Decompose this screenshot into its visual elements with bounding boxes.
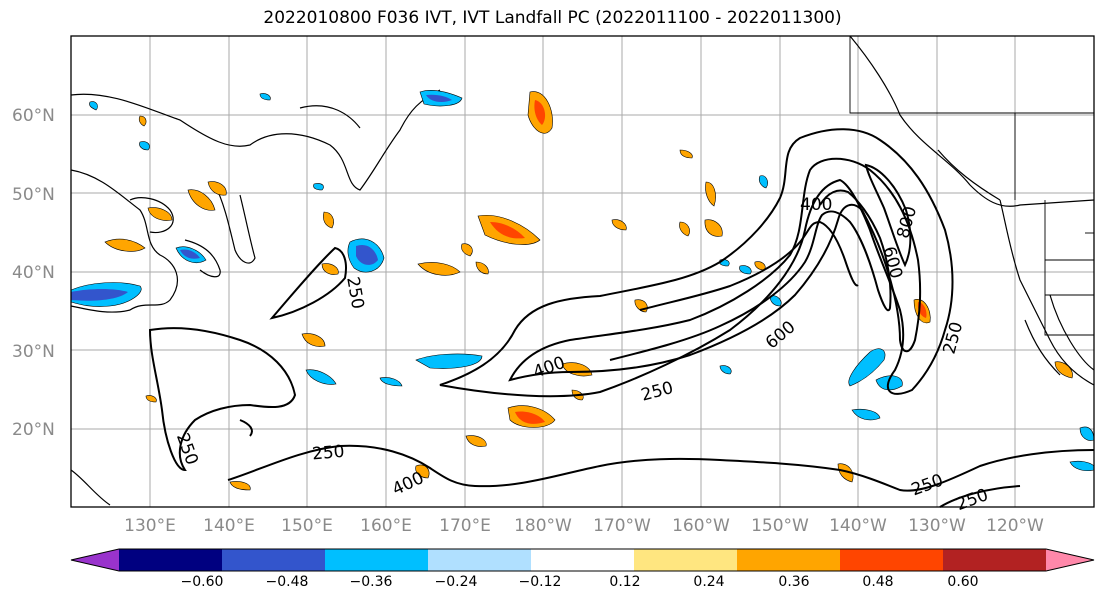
lon-label: 150°W <box>751 516 809 536</box>
colorbar-swatch <box>737 549 841 571</box>
colorbar-tick-label: 0.24 <box>693 574 724 590</box>
colorbar-tick-label: 0.60 <box>947 574 978 590</box>
lon-label: 130°E <box>124 516 176 536</box>
colorbar-tick-label: 0.36 <box>778 574 809 590</box>
colorbar-tick-label: −0.24 <box>435 574 478 590</box>
lat-label: 50°N <box>12 185 55 205</box>
colorbar-swatch <box>840 549 944 571</box>
lon-label: 160°W <box>672 516 730 536</box>
lon-label: 160°E <box>360 516 412 536</box>
lon-label: 140°W <box>829 516 887 536</box>
lat-label: 20°N <box>12 420 55 440</box>
lon-label: 140°E <box>203 516 255 536</box>
lon-label: 170°E <box>439 516 491 536</box>
lat-label: 40°N <box>12 263 55 283</box>
lon-label: 130°W <box>908 516 966 536</box>
colorbar-tick-label: 0.48 <box>862 574 893 590</box>
positive-pc-shading <box>104 91 1073 491</box>
colorbar-tick-label: −0.60 <box>181 574 224 590</box>
ivt-contours <box>148 128 1095 508</box>
lon-label: 150°E <box>281 516 333 536</box>
colorbar <box>70 548 1095 572</box>
negative-pc-shading <box>70 90 1095 472</box>
political-borders <box>849 36 1094 336</box>
lat-label: 30°N <box>12 342 55 362</box>
lon-label: 120°W <box>986 516 1044 536</box>
colorbar-extend-min <box>71 549 119 571</box>
colorbar-swatch <box>943 549 1047 571</box>
colorbar-tick-label: −0.12 <box>519 574 562 590</box>
colorbar-outline <box>70 548 1095 572</box>
colorbar-tick-label: 0.12 <box>609 574 640 590</box>
coastlines <box>70 35 1095 506</box>
colorbar-swatch <box>119 549 223 571</box>
map-frame <box>70 35 1095 508</box>
map-title: 2022010800 F036 IVT, IVT Landfall PC (20… <box>263 8 842 28</box>
colorbar-swatch <box>222 549 326 571</box>
colorbar-tick-label: −0.36 <box>350 574 393 590</box>
colorbar-swatch <box>428 549 532 571</box>
colorbar-tick-labels: −0.60 −0.48 −0.36 −0.24 −0.12 0.12 0.24 … <box>181 574 979 590</box>
lat-label: 60°N <box>12 106 55 126</box>
colorbar-swatch <box>634 549 738 571</box>
contour-label: 250 <box>311 442 345 465</box>
gridlines <box>71 36 1094 507</box>
lon-label: 170°W <box>593 516 651 536</box>
lat-labels: 20°N 30°N 40°N 50°N 60°N <box>12 106 55 440</box>
lon-label: 180°W <box>514 516 572 536</box>
colorbar-swatch <box>531 549 635 571</box>
colorbar-extend-max <box>1046 549 1094 571</box>
colorbar-swatch <box>325 549 429 571</box>
lon-labels: 130°E 140°E 150°E 160°E 170°E 180°W 170°… <box>124 516 1044 536</box>
contour-label: 400 <box>800 195 832 215</box>
colorbar-tick-label: −0.48 <box>266 574 309 590</box>
